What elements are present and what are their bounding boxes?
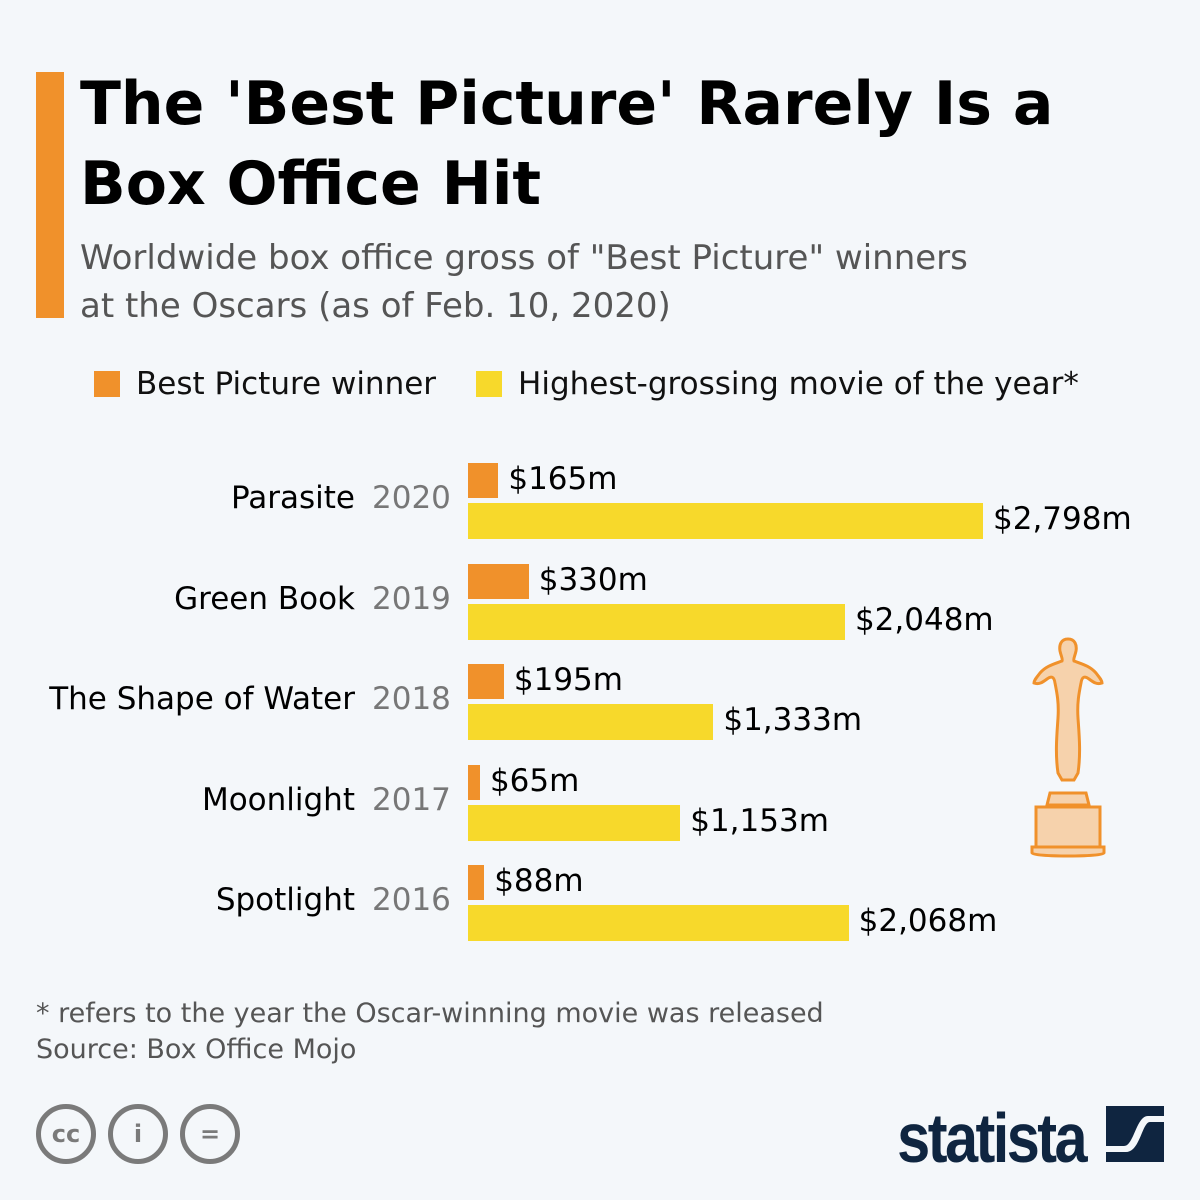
oscar-statue-icon bbox=[1030, 637, 1106, 858]
category-label: Parasite bbox=[230, 480, 355, 516]
bar-best-picture bbox=[468, 865, 485, 900]
accent-bar bbox=[36, 72, 64, 318]
value-label-highest-grossing: $2,048m bbox=[854, 601, 994, 638]
bar-highest-grossing bbox=[468, 603, 845, 640]
legend-item-winner: Best Picture winner bbox=[94, 366, 436, 402]
attribution-icon[interactable]: i bbox=[108, 1104, 168, 1164]
value-label-best-picture: $330m bbox=[538, 561, 648, 598]
legend-label-winner: Best Picture winner bbox=[136, 366, 437, 402]
bar-best-picture bbox=[468, 764, 480, 800]
category-label: Moonlight bbox=[201, 781, 355, 818]
value-label-highest-grossing: $2,798m bbox=[993, 501, 1132, 537]
value-label-highest-grossing: $1,333m bbox=[723, 702, 863, 738]
year-label: 2016 bbox=[372, 882, 451, 918]
value-label-best-picture: $195m bbox=[513, 662, 623, 698]
category-label: Spotlight bbox=[215, 882, 355, 918]
footnote-block: * refers to the year the Oscar-winning m… bbox=[36, 996, 824, 1068]
year-label: 2020 bbox=[372, 480, 451, 516]
value-label-best-picture: $88m bbox=[494, 863, 584, 899]
value-label-highest-grossing: $1,153m bbox=[690, 802, 829, 839]
year-label: 2017 bbox=[372, 781, 451, 818]
statista-logo[interactable]: statista bbox=[897, 1099, 1087, 1177]
bar-highest-grossing bbox=[468, 704, 714, 740]
bar-highest-grossing bbox=[468, 905, 849, 941]
bar-best-picture bbox=[468, 664, 504, 699]
source: Source: Box Office Mojo bbox=[36, 1034, 357, 1065]
legend: Best Picture winner Highest-grossing mov… bbox=[94, 366, 1119, 402]
bar-highest-grossing bbox=[468, 503, 983, 539]
bar-best-picture bbox=[468, 563, 529, 599]
no-derivatives-icon[interactable]: = bbox=[180, 1104, 240, 1164]
statista-logo-icon bbox=[1106, 1106, 1164, 1162]
bar-highest-grossing bbox=[468, 804, 681, 841]
value-label-best-picture: $65m bbox=[489, 762, 580, 799]
legend-swatch-winner bbox=[94, 371, 120, 397]
year-label: 2018 bbox=[372, 681, 451, 717]
legend-swatch-highest bbox=[476, 371, 503, 397]
category-label: The Shape of Water bbox=[49, 681, 355, 717]
value-label-highest-grossing: $2,068m bbox=[858, 903, 998, 939]
chart-title: The 'Best Picture' Rarely Is a Box Offic… bbox=[80, 69, 1054, 219]
footnote: * refers to the year the Oscar-winning m… bbox=[36, 998, 824, 1029]
cc-license-icon[interactable]: cc bbox=[36, 1104, 96, 1164]
legend-label-highest: Highest-grossing movie of the year* bbox=[518, 366, 1079, 402]
legend-item-highest: Highest-grossing movie of the year* bbox=[476, 366, 1079, 402]
value-label-best-picture: $165m bbox=[508, 461, 618, 497]
category-label: Green Book bbox=[174, 580, 355, 617]
bar-best-picture bbox=[468, 463, 499, 498]
year-label: 2019 bbox=[372, 580, 451, 617]
chart-subtitle: Worldwide box office gross of "Best Pict… bbox=[80, 238, 968, 326]
